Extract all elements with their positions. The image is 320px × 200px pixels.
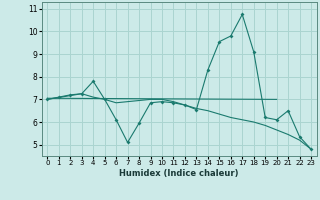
X-axis label: Humidex (Indice chaleur): Humidex (Indice chaleur): [119, 169, 239, 178]
